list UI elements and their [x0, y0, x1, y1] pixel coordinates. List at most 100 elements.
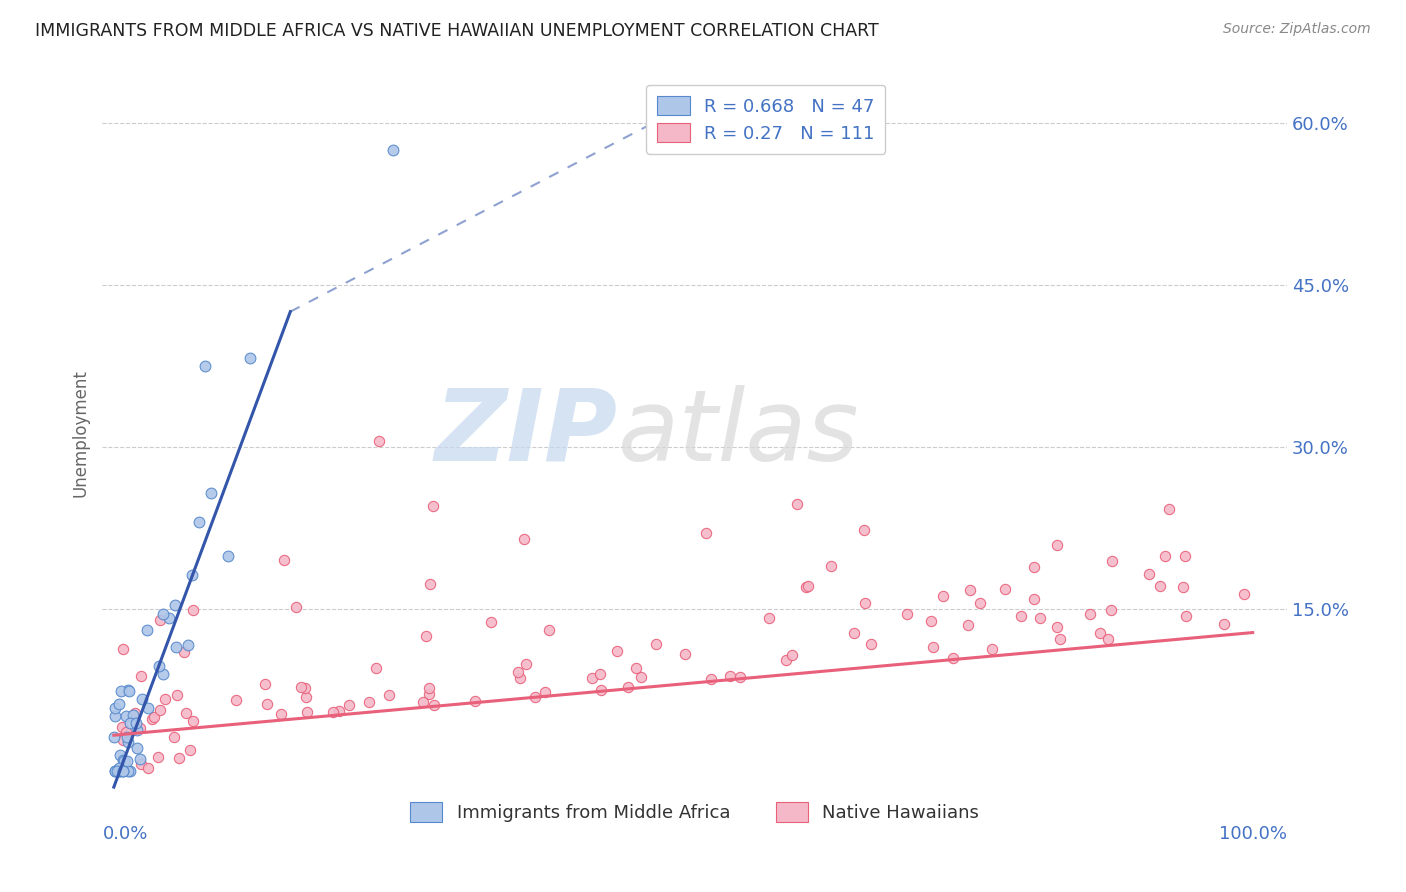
- Point: [112, 764, 135, 778]
- Point: [148, 659, 170, 673]
- Point: [538, 624, 561, 638]
- Point: [981, 642, 1004, 657]
- Point: [107, 697, 129, 711]
- Point: [419, 576, 441, 591]
- Point: [104, 764, 127, 778]
- Point: [700, 673, 723, 687]
- Point: [104, 701, 127, 715]
- Point: [181, 567, 204, 582]
- Point: [589, 682, 612, 697]
- Point: [108, 747, 131, 762]
- Point: [1049, 632, 1071, 647]
- Point: [118, 683, 141, 698]
- Point: [509, 671, 531, 685]
- Point: [163, 730, 186, 744]
- Point: [1159, 502, 1181, 516]
- Point: [105, 764, 128, 778]
- Legend: Immigrants from Middle Africa, Native Hawaiians: Immigrants from Middle Africa, Native Ha…: [399, 791, 990, 832]
- Point: [418, 687, 440, 701]
- Point: [1175, 609, 1198, 624]
- Point: [125, 716, 148, 731]
- Point: [173, 645, 195, 659]
- Point: [415, 629, 437, 643]
- Point: [165, 599, 187, 613]
- Point: [121, 708, 143, 723]
- Point: [860, 637, 883, 651]
- Point: [270, 707, 292, 722]
- Point: [181, 714, 204, 728]
- Point: [118, 764, 141, 778]
- Point: [129, 721, 152, 735]
- Point: [797, 579, 820, 593]
- Point: [157, 611, 180, 625]
- Point: [606, 643, 628, 657]
- Point: [166, 640, 188, 655]
- Point: [581, 671, 603, 685]
- Point: [103, 730, 125, 744]
- Point: [589, 666, 612, 681]
- Point: [129, 752, 152, 766]
- Point: [959, 582, 981, 597]
- Point: [479, 615, 502, 629]
- Point: [920, 614, 942, 628]
- Point: [115, 754, 138, 768]
- Point: [422, 499, 444, 513]
- Point: [104, 764, 127, 778]
- Point: [695, 526, 717, 541]
- Point: [117, 764, 139, 778]
- Point: [853, 524, 876, 538]
- Point: [167, 751, 190, 765]
- Point: [381, 143, 404, 157]
- Point: [673, 648, 696, 662]
- Text: ZIP: ZIP: [434, 384, 617, 482]
- Point: [111, 733, 134, 747]
- Point: [794, 580, 817, 594]
- Point: [1078, 607, 1101, 622]
- Point: [844, 626, 866, 640]
- Text: Source: ZipAtlas.com: Source: ZipAtlas.com: [1223, 22, 1371, 37]
- Point: [728, 669, 751, 683]
- Point: [273, 553, 295, 567]
- Point: [942, 650, 965, 665]
- Point: [149, 703, 172, 717]
- Point: [1028, 611, 1050, 625]
- Point: [1090, 626, 1112, 640]
- Point: [136, 623, 159, 637]
- Point: [143, 709, 166, 723]
- Point: [110, 683, 132, 698]
- Point: [200, 486, 222, 500]
- Point: [337, 698, 360, 712]
- Point: [513, 532, 536, 546]
- Point: [112, 642, 135, 657]
- Point: [174, 706, 197, 720]
- Text: 100.0%: 100.0%: [1219, 825, 1286, 843]
- Point: [111, 720, 134, 734]
- Point: [1149, 579, 1171, 593]
- Point: [367, 434, 389, 449]
- Point: [1046, 538, 1069, 552]
- Point: [141, 712, 163, 726]
- Point: [129, 669, 152, 683]
- Point: [630, 670, 652, 684]
- Point: [523, 690, 546, 704]
- Point: [515, 657, 537, 671]
- Point: [217, 549, 239, 563]
- Point: [239, 351, 262, 366]
- Point: [181, 603, 204, 617]
- Point: [295, 705, 318, 719]
- Point: [1097, 632, 1119, 646]
- Point: [780, 648, 803, 662]
- Point: [295, 690, 318, 705]
- Point: [1046, 620, 1069, 634]
- Point: [179, 743, 201, 757]
- Point: [152, 607, 174, 621]
- Point: [464, 693, 486, 707]
- Point: [775, 652, 797, 666]
- Point: [418, 681, 440, 696]
- Point: [225, 693, 247, 707]
- Point: [1101, 554, 1123, 568]
- Point: [378, 689, 401, 703]
- Point: [328, 704, 350, 718]
- Point: [820, 558, 842, 573]
- Point: [188, 515, 211, 529]
